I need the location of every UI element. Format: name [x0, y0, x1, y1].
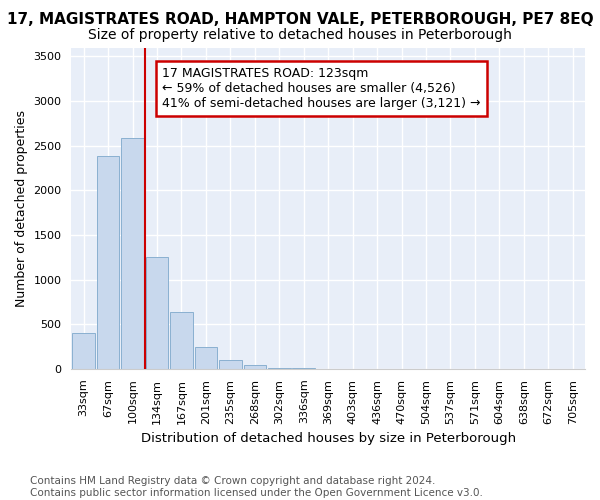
Bar [170, 312, 193, 369]
Bar [219, 360, 242, 369]
Bar [268, 368, 290, 369]
Bar [146, 258, 168, 369]
Y-axis label: Number of detached properties: Number of detached properties [15, 110, 28, 306]
X-axis label: Distribution of detached houses by size in Peterborough: Distribution of detached houses by size … [140, 432, 516, 445]
Bar [194, 346, 217, 369]
Bar [97, 156, 119, 369]
Bar [244, 366, 266, 369]
Text: 17, MAGISTRATES ROAD, HAMPTON VALE, PETERBOROUGH, PE7 8EQ: 17, MAGISTRATES ROAD, HAMPTON VALE, PETE… [7, 12, 593, 28]
Bar [73, 333, 95, 369]
Bar [121, 138, 144, 369]
Text: Size of property relative to detached houses in Peterborough: Size of property relative to detached ho… [88, 28, 512, 42]
Text: Contains HM Land Registry data © Crown copyright and database right 2024.
Contai: Contains HM Land Registry data © Crown c… [30, 476, 483, 498]
Text: 17 MAGISTRATES ROAD: 123sqm
← 59% of detached houses are smaller (4,526)
41% of : 17 MAGISTRATES ROAD: 123sqm ← 59% of det… [162, 67, 481, 110]
